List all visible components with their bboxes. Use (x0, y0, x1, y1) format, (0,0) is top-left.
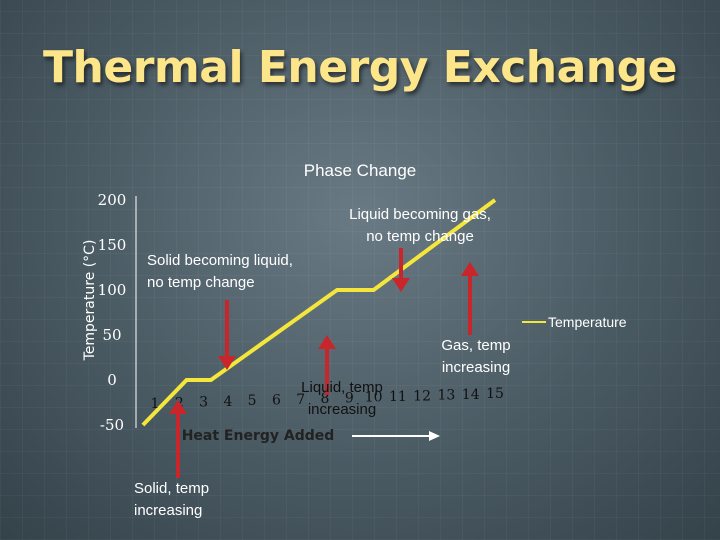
annotation-line: no temp change (366, 228, 474, 245)
annotation-line: increasing (308, 401, 376, 418)
arrow-solid-liquid (218, 300, 236, 370)
x-tick-label: 3 (199, 395, 208, 411)
annotation-line: Solid becoming liquid, (147, 252, 293, 269)
annotation-liquid-gas: Liquid becoming gas, no temp change (349, 206, 491, 245)
y-tick-label: 150 (98, 236, 127, 254)
legend: Temperature (522, 314, 627, 330)
y-tick-label: 200 (98, 191, 127, 209)
y-tick-label: -50 (100, 416, 124, 434)
slide-title: Thermal Energy Exchange (43, 42, 677, 93)
heat-direction-arrow (352, 431, 440, 441)
arrow-gas-temp (461, 262, 479, 335)
annotation-solid-liquid: Solid becoming liquid, no temp change (147, 252, 293, 291)
annotation-line: Liquid, temp (301, 379, 383, 396)
y-tick-label: 100 (98, 281, 127, 299)
annotation-line: Solid, temp (134, 480, 209, 497)
annotation-solid-temp: Solid, temp increasing (134, 480, 209, 519)
plot-lines (135, 196, 497, 428)
y-tick-label: 50 (102, 326, 121, 344)
arrow-liquid-temp (318, 335, 336, 395)
x-tick-label: 5 (248, 393, 257, 409)
annotations: Solid, temp increasing Solid becoming liqu… (134, 206, 511, 519)
x-tick-label: 9 (345, 390, 354, 406)
x-tick-label: 15 (486, 386, 504, 402)
x-tick-label: 12 (413, 388, 431, 404)
chart-title: Phase Change (304, 161, 416, 180)
arrow-liquid-gas (392, 248, 410, 292)
annotation-line: increasing (442, 359, 510, 376)
y-axis-label: Temperature (°C) (82, 240, 98, 362)
x-tick-label: 8 (321, 391, 330, 407)
x-tick-label: 11 (389, 389, 407, 405)
annotation-line: Liquid becoming gas, (349, 206, 491, 223)
y-tick-label: 0 (107, 371, 117, 389)
annotation-liquid-temp: Liquid, temp increasing (301, 379, 383, 418)
annotation-line: increasing (134, 502, 202, 519)
annotation-line: no temp change (147, 274, 255, 291)
annotation-gas-temp: Gas, temp increasing (441, 337, 510, 376)
arrow-solid-temp (169, 400, 187, 478)
x-tick-label: 10 (365, 390, 383, 406)
x-tick-label: 13 (437, 388, 455, 404)
heat-direction-arrow-head (429, 431, 440, 441)
y-tick-labels: 200 150 100 50 0 -50 (98, 191, 127, 434)
legend-entry-temperature: Temperature (548, 314, 627, 330)
x-tick-label: 6 (272, 393, 281, 409)
series-line-temperature (141, 198, 497, 427)
annotation-line: Gas, temp (441, 337, 510, 354)
annotation-arrows (169, 248, 479, 478)
x-tick-label: 14 (462, 387, 480, 403)
x-tick-label: 1 (151, 396, 160, 412)
x-tick-label: 4 (223, 394, 232, 410)
x-tick-label: 7 (296, 392, 305, 408)
x-axis-label: Heat Energy Added (182, 428, 335, 444)
